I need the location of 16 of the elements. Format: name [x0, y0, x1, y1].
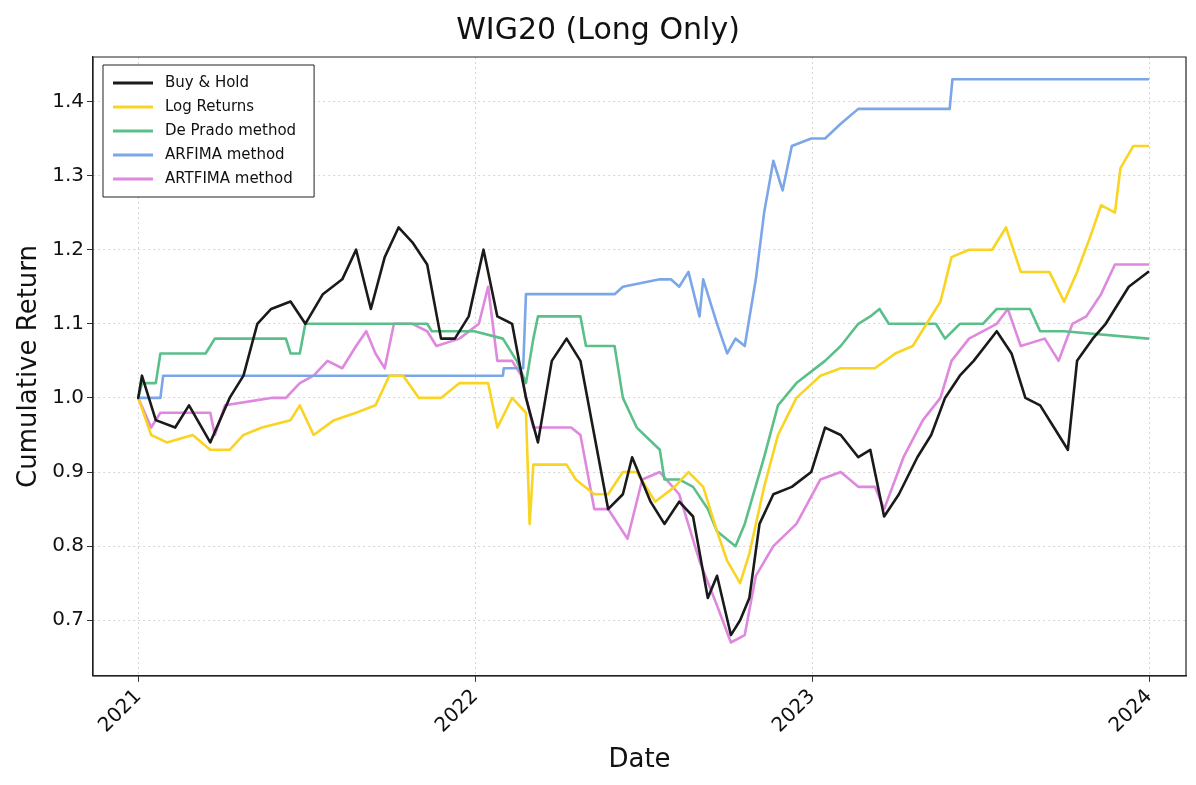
y-tick-label: 1.0	[52, 384, 85, 409]
y-tick-label: 1.1	[52, 310, 85, 335]
y-axis-title: Cumulative Return	[12, 244, 43, 488]
legend-label: Buy & Hold	[165, 72, 250, 91]
legend-label: ARTFIMA method	[165, 168, 293, 187]
x-axis-title: Date	[608, 743, 671, 774]
y-tick-label: 0.7	[52, 606, 85, 631]
y-tick-label: 0.8	[52, 532, 85, 557]
legend-label: Log Returns	[165, 96, 255, 115]
legend-label: De Prado method	[165, 120, 297, 139]
y-tick-label: 0.9	[52, 458, 85, 483]
y-tick-label: 1.2	[52, 235, 85, 260]
chart-title: WIG20 (Long Only)	[456, 10, 740, 46]
y-tick-label: 1.4	[52, 87, 85, 112]
legend-label: ARFIMA method	[165, 144, 285, 163]
y-tick-label: 1.3	[52, 161, 85, 186]
